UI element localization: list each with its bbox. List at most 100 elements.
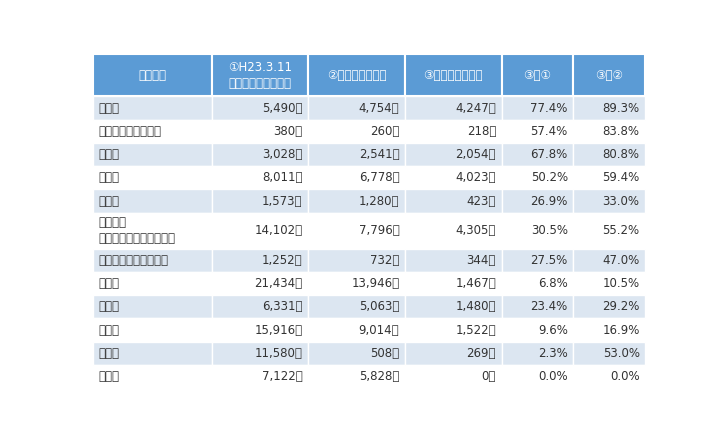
Bar (212, 295, 308, 318)
Bar (405, 342, 502, 365)
Bar (93, 96, 212, 120)
Bar (93, 365, 212, 388)
Bar (502, 143, 573, 166)
Text: 1,573人: 1,573人 (262, 194, 302, 208)
Bar (212, 54, 308, 96)
Bar (573, 143, 645, 166)
Bar (308, 212, 405, 249)
Bar (502, 96, 573, 120)
Text: 飯舘村: 飯舘村 (99, 300, 120, 313)
Text: 30.5%: 30.5% (531, 224, 568, 237)
Bar (502, 295, 573, 318)
Text: 4,305人: 4,305人 (456, 224, 496, 237)
Bar (573, 120, 645, 143)
Text: 4,023人: 4,023人 (456, 171, 496, 184)
Text: 732人: 732人 (370, 254, 400, 267)
Text: ②現在の住基人口: ②現在の住基人口 (327, 69, 387, 82)
Text: 1,480人: 1,480人 (456, 300, 496, 313)
Text: 8,011人: 8,011人 (262, 171, 302, 184)
Text: 6.8%: 6.8% (538, 277, 568, 290)
Bar (405, 120, 502, 143)
Text: 1,280人: 1,280人 (359, 194, 400, 208)
Bar (212, 143, 308, 166)
Bar (212, 365, 308, 388)
Bar (212, 342, 308, 365)
Bar (502, 365, 573, 388)
Text: 83.8%: 83.8% (603, 125, 639, 138)
Text: 9,014人: 9,014人 (359, 324, 400, 336)
Bar (93, 272, 212, 295)
Bar (93, 54, 212, 96)
Text: 9.6%: 9.6% (538, 324, 568, 336)
Bar (308, 166, 405, 189)
Bar (405, 143, 502, 166)
Text: 7,796人: 7,796人 (359, 224, 400, 237)
Text: 富岡町: 富岡町 (99, 324, 120, 336)
Bar (573, 212, 645, 249)
Text: 27.5%: 27.5% (531, 254, 568, 267)
Text: 5,063人: 5,063人 (359, 300, 400, 313)
Bar (308, 295, 405, 318)
Text: ③現在の居住人口: ③現在の居住人口 (423, 69, 483, 82)
Text: 380人: 380人 (274, 125, 302, 138)
Text: 浪江町: 浪江町 (99, 277, 120, 290)
Bar (405, 249, 502, 272)
Text: 57.4%: 57.4% (531, 125, 568, 138)
Text: 23.4%: 23.4% (531, 300, 568, 313)
Text: 47.0%: 47.0% (603, 254, 639, 267)
Text: 10.5%: 10.5% (603, 277, 639, 290)
Bar (212, 166, 308, 189)
Text: 16.9%: 16.9% (602, 324, 639, 336)
Text: 260人: 260人 (370, 125, 400, 138)
Bar (405, 54, 502, 96)
Bar (405, 96, 502, 120)
Bar (573, 166, 645, 189)
Text: 14,102人: 14,102人 (255, 224, 302, 237)
Bar (405, 189, 502, 212)
Text: ③／②: ③／② (595, 69, 624, 82)
Bar (405, 318, 502, 342)
Bar (308, 342, 405, 365)
Text: 89.3%: 89.3% (603, 102, 639, 114)
Text: 0.0%: 0.0% (538, 370, 568, 383)
Text: 344人: 344人 (467, 254, 496, 267)
Text: 2,054人: 2,054人 (456, 148, 496, 161)
Bar (502, 272, 573, 295)
Bar (93, 212, 212, 249)
Bar (502, 166, 573, 189)
Bar (308, 120, 405, 143)
Text: 15,916人: 15,916人 (255, 324, 302, 336)
Text: 33.0%: 33.0% (603, 194, 639, 208)
Bar (573, 189, 645, 212)
Text: 77.4%: 77.4% (531, 102, 568, 114)
Text: 55.2%: 55.2% (603, 224, 639, 237)
Bar (93, 295, 212, 318)
Bar (308, 318, 405, 342)
Bar (502, 189, 573, 212)
Text: 4,247人: 4,247人 (455, 102, 496, 114)
Bar (573, 318, 645, 342)
Bar (93, 318, 212, 342)
Text: 田村市（都路地区）: 田村市（都路地区） (99, 125, 161, 138)
Bar (93, 342, 212, 365)
Bar (308, 272, 405, 295)
Text: 1,522人: 1,522人 (455, 324, 496, 336)
Bar (93, 249, 212, 272)
Text: 218人: 218人 (467, 125, 496, 138)
Text: 南相馬市
（小高区・原町区一部）: 南相馬市 （小高区・原町区一部） (99, 216, 176, 245)
Text: 508人: 508人 (370, 347, 400, 360)
Text: 1,252人: 1,252人 (262, 254, 302, 267)
Text: ①H23.3.11
震災直前の住基人口: ①H23.3.11 震災直前の住基人口 (228, 60, 292, 90)
Text: 26.9%: 26.9% (531, 194, 568, 208)
Bar (308, 189, 405, 212)
Bar (405, 272, 502, 295)
Bar (573, 249, 645, 272)
Text: 1,467人: 1,467人 (455, 277, 496, 290)
Text: 67.8%: 67.8% (531, 148, 568, 161)
Text: 5,490人: 5,490人 (262, 102, 302, 114)
Bar (308, 96, 405, 120)
Bar (308, 249, 405, 272)
Bar (308, 365, 405, 388)
Bar (93, 189, 212, 212)
Bar (502, 342, 573, 365)
